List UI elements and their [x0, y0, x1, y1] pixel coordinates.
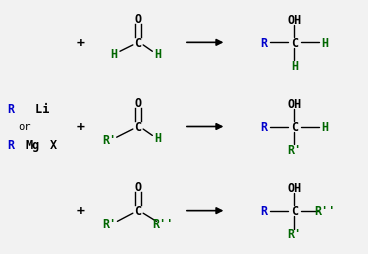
Text: O: O — [134, 13, 142, 26]
Text: Mg: Mg — [25, 138, 39, 151]
Text: R: R — [7, 103, 14, 116]
Text: or: or — [18, 122, 31, 132]
Text: OH: OH — [287, 181, 301, 194]
Text: +: + — [77, 121, 85, 133]
Text: R: R — [260, 204, 267, 217]
Text: C: C — [134, 204, 142, 217]
Text: R': R' — [103, 133, 117, 146]
Text: R: R — [260, 37, 267, 50]
Text: OH: OH — [287, 98, 301, 110]
Text: O: O — [134, 180, 142, 193]
Text: R': R' — [287, 228, 301, 240]
Text: H: H — [291, 60, 298, 73]
Text: R: R — [7, 138, 14, 151]
Text: O: O — [134, 97, 142, 109]
Text: H: H — [110, 48, 118, 61]
Text: H: H — [155, 132, 162, 145]
Text: C: C — [291, 37, 298, 50]
Text: C: C — [134, 37, 142, 50]
Text: OH: OH — [287, 14, 301, 26]
Text: X: X — [50, 138, 57, 151]
Text: Li: Li — [28, 103, 49, 116]
Text: C: C — [291, 121, 298, 133]
Text: +: + — [77, 37, 85, 50]
Text: H: H — [322, 121, 329, 133]
Text: R'': R'' — [152, 217, 174, 230]
Text: H: H — [155, 48, 162, 61]
Text: C: C — [134, 121, 142, 133]
Text: R: R — [260, 121, 267, 133]
Text: R'': R'' — [315, 204, 336, 217]
Text: R': R' — [287, 144, 301, 156]
Text: H: H — [322, 37, 329, 50]
Text: +: + — [77, 204, 85, 217]
Text: C: C — [291, 204, 298, 217]
Text: R': R' — [103, 217, 117, 230]
